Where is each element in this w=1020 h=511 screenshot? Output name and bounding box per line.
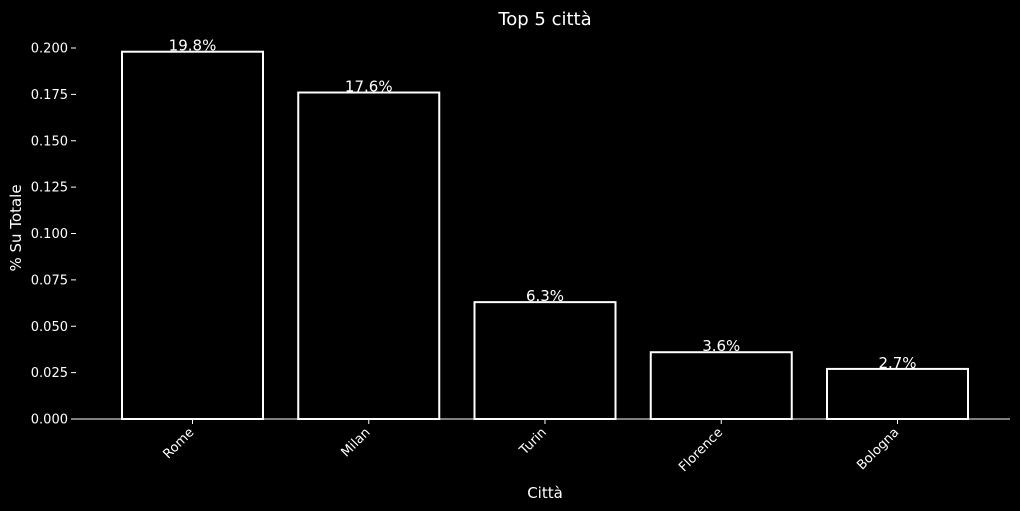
y-tick-label: 0.175 [31, 88, 68, 103]
x-tick-label-rome: Rome [161, 425, 198, 462]
bar-rome [121, 50, 264, 421]
y-tick-label: 0.200 [31, 42, 68, 57]
y-tick-label: 0.075 [31, 273, 68, 288]
data-label-bologna: 2.7% [878, 354, 916, 372]
y-tick-label: 0.050 [31, 320, 68, 335]
y-axis: 0.000 0.025 0.050 0.075 0.100 0.125 0.150 0.175… [31, 42, 76, 428]
bar-turin [473, 301, 617, 421]
data-label-rome: 19.8% [169, 37, 217, 55]
bar-bologna [826, 367, 969, 421]
bar-florence [649, 351, 793, 420]
y-tick-label: 0.025 [31, 366, 68, 381]
y-tick-label: 0.150 [31, 134, 68, 149]
y-axis-title: % Su Totale [7, 184, 25, 271]
x-tick-label-bologna: Bologna [854, 425, 902, 473]
data-label-turin: 6.3% [526, 287, 564, 305]
chart-title: Top 5 città [497, 9, 591, 30]
y-tick-label: 0.100 [31, 227, 68, 242]
x-axis-title: Città [527, 484, 563, 502]
x-tick-label-milan: Milan [338, 425, 373, 460]
data-label-florence: 3.6% [702, 337, 740, 355]
x-tick-label-turin: Turin [516, 425, 550, 459]
x-axis: Rome Milan Turin Florence Bologna [161, 419, 902, 475]
x-tick-label-florence: Florence [676, 425, 726, 475]
bars-group: 19.8% 17.6% 6.3% 3.6% 2.7% [121, 37, 969, 421]
data-label-milan: 17.6% [345, 78, 393, 96]
bar-milan [297, 91, 441, 421]
y-tick-label: 0.000 [31, 413, 68, 428]
y-tick-label: 0.125 [31, 181, 68, 196]
